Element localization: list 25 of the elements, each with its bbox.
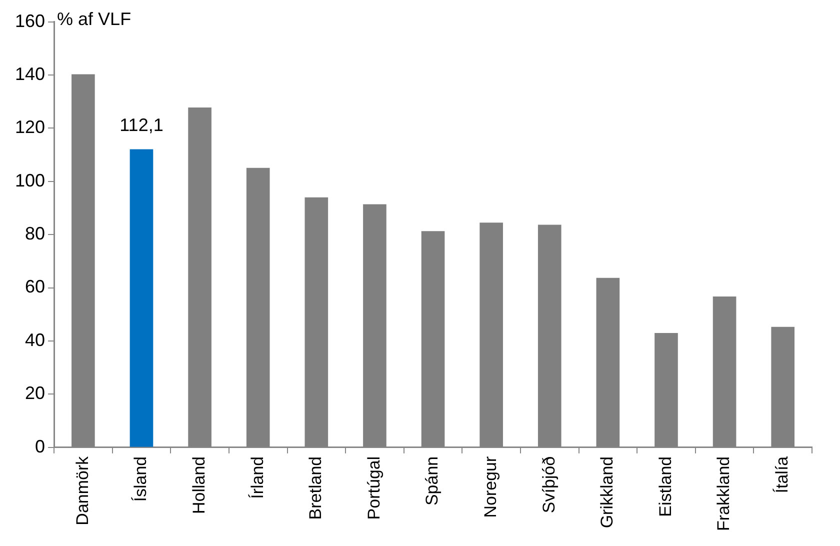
x-tick-label: Bretland (306, 456, 326, 520)
x-tick-label: Holland (189, 456, 208, 514)
y-tick-label: 40 (25, 330, 46, 350)
y-tick-label: 80 (25, 224, 46, 244)
y-axis-title: % af VLF (57, 8, 132, 29)
y-tick-label: 100 (14, 170, 46, 190)
x-tick-label: Portúgal (364, 456, 384, 520)
x-tick-label: Svíþjóð (539, 456, 558, 514)
x-tick-label: Eistland (656, 456, 675, 517)
y-tick-label: 160 (14, 10, 46, 31)
x-tick-label: Frakkland (714, 456, 734, 531)
x-tick-label: Spánn (422, 456, 442, 506)
x-tick-label: Noregur (481, 456, 500, 518)
y-tick-label: 60 (25, 276, 46, 297)
y-tick-label: 140 (14, 64, 46, 84)
y-tick-label: 120 (14, 117, 46, 138)
x-tick-label: Írland (248, 456, 267, 499)
x-tick-label: Ítalía (772, 456, 792, 494)
y-tick-label: 20 (25, 383, 46, 404)
bar (130, 149, 154, 447)
x-tick-label: Danmörk (72, 456, 92, 526)
data-label: 112,1 (120, 115, 164, 136)
x-tick-label: Ísland (131, 456, 150, 502)
x-tick-label: Grikkland (598, 456, 617, 528)
y-tick-label: 0 (35, 436, 46, 456)
